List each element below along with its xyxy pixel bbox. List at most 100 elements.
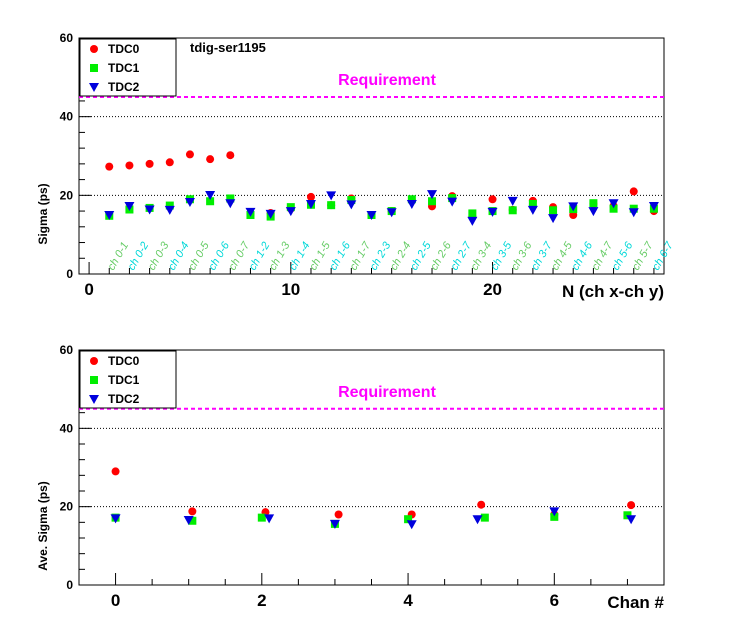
x-axis-title: Chan # [607,593,664,612]
x-tick-label: 4 [403,591,413,610]
legend-marker-tdc2 [89,83,99,92]
data-point-tdc2 [626,515,637,525]
data-point-tdc2 [406,199,417,209]
x-tick-label: 0 [84,280,93,299]
data-point-tdc2 [265,209,276,219]
data-point-tdc1 [327,201,336,210]
data-point-tdc0 [188,507,197,516]
data-point-tdc2 [329,519,340,529]
data-point-tdc1 [528,199,537,208]
data-point-tdc2 [346,200,357,210]
y-tick-label: 60 [60,343,74,357]
requirement-label: Requirement [338,384,436,401]
y-axis-title: Ave. Sigma (ps) [36,481,50,571]
data-point-tdc2 [628,208,639,218]
x-tick-label: 20 [483,280,502,299]
data-point-tdc2 [406,520,417,530]
data-point-tdc0 [477,500,486,509]
data-point-tdc2 [144,205,155,215]
data-point-tdc2 [225,199,236,209]
data-point-tdc2 [183,515,194,525]
data-point-tdc2 [164,205,175,215]
data-point-tdc0 [105,162,114,171]
data-point-tdc2 [487,207,498,217]
data-point-tdc1 [347,196,356,205]
data-point-tdc2 [608,199,619,209]
data-point-tdc2 [447,197,458,207]
legend-label: TDC2 [108,392,140,406]
data-point-tdc2 [205,190,216,200]
data-point-tdc0 [226,151,235,160]
y-tick-label: 60 [60,31,74,45]
data-point-tdc1 [404,515,413,524]
y-tick-label: 20 [60,188,74,202]
data-point-tdc2 [264,514,275,524]
y-tick-label: 0 [66,578,73,592]
data-point-tdc1 [609,204,618,213]
data-point-tdc1 [508,206,517,215]
data-point-tdc0 [111,467,120,476]
y-tick-label: 0 [66,267,73,281]
data-point-tdc2 [110,514,121,524]
x-tick-label: 0 [111,591,120,610]
data-point-tdc2 [305,199,316,209]
x-tick-label: 6 [550,591,559,610]
data-point-tdc2 [467,216,478,226]
data-point-tdc2 [427,190,438,200]
legend-label: TDC1 [108,373,140,387]
data-point-tdc0 [306,192,315,201]
data-point-tdc1 [549,206,558,215]
data-point-tdc1 [550,512,559,521]
data-point-tdc2 [549,507,560,517]
data-point-tdc0 [334,510,343,519]
x-tick-label: 2 [257,591,266,610]
data-point-tdc2 [104,211,115,220]
chart-title: tdig-ser1195 [190,40,266,55]
legend-label: TDC2 [108,80,140,94]
data-point-tdc1 [407,195,416,204]
requirement-label: Requirement [338,72,436,89]
data-point-tdc2 [527,205,538,215]
y-axis-title: Sigma (ps) [36,183,50,244]
data-point-tdc2 [184,198,195,208]
x-axis-title: N (ch x-ch y) [562,282,664,301]
sigma-vs-pair-panel: 0 20 40 60 0 10 20 N (ch x-ch y) Sigma (ps) Requi… [36,31,676,301]
data-point-tdc2 [124,201,135,211]
data-point-tdc0 [488,195,497,204]
y-tick-label: 40 [60,421,74,435]
legend-marker-tdc0 [90,45,98,53]
legend-marker-tdc1 [90,64,98,72]
data-point-tdc1 [428,197,437,206]
data-point-tdc2 [507,196,518,206]
legend-marker-tdc2 [89,395,99,404]
average-sigma-panel: 0 20 40 60 0 2 4 6 Chan # Ave. Sigma (ps) Requirem… [36,343,665,612]
data-point-tdc2 [548,214,559,224]
data-point-tdc0 [145,159,154,168]
x-tick-label: 10 [281,280,300,299]
data-point-tdc0 [627,501,636,510]
data-point-tdc2 [386,208,397,218]
data-point-tdc0 [165,158,174,167]
legend-label: TDC1 [108,61,140,75]
y-tick-label: 40 [60,110,74,124]
pair-label: ch 6-7 [650,239,676,272]
data-point-tdc2 [326,191,337,201]
data-point-tdc0 [206,155,215,164]
legend-marker-tdc0 [90,357,98,365]
data-point-tdc2 [285,207,296,217]
data-point-tdc1 [468,209,477,218]
data-point-tdc2 [648,201,659,211]
legend-label: TDC0 [108,42,140,56]
y-tick-label: 20 [60,500,74,514]
data-point-tdc0 [125,161,134,170]
data-point-tdc1 [165,201,174,210]
data-point-tdc2 [568,202,579,212]
data-point-tdc2 [588,207,599,217]
data-point-tdc0 [185,150,194,159]
data-point-tdc0 [629,187,638,196]
legend-marker-tdc1 [90,376,98,384]
data-point-tdc1 [188,516,197,525]
data-point-tdc1 [206,197,215,206]
data-point-tdc1 [226,194,235,203]
